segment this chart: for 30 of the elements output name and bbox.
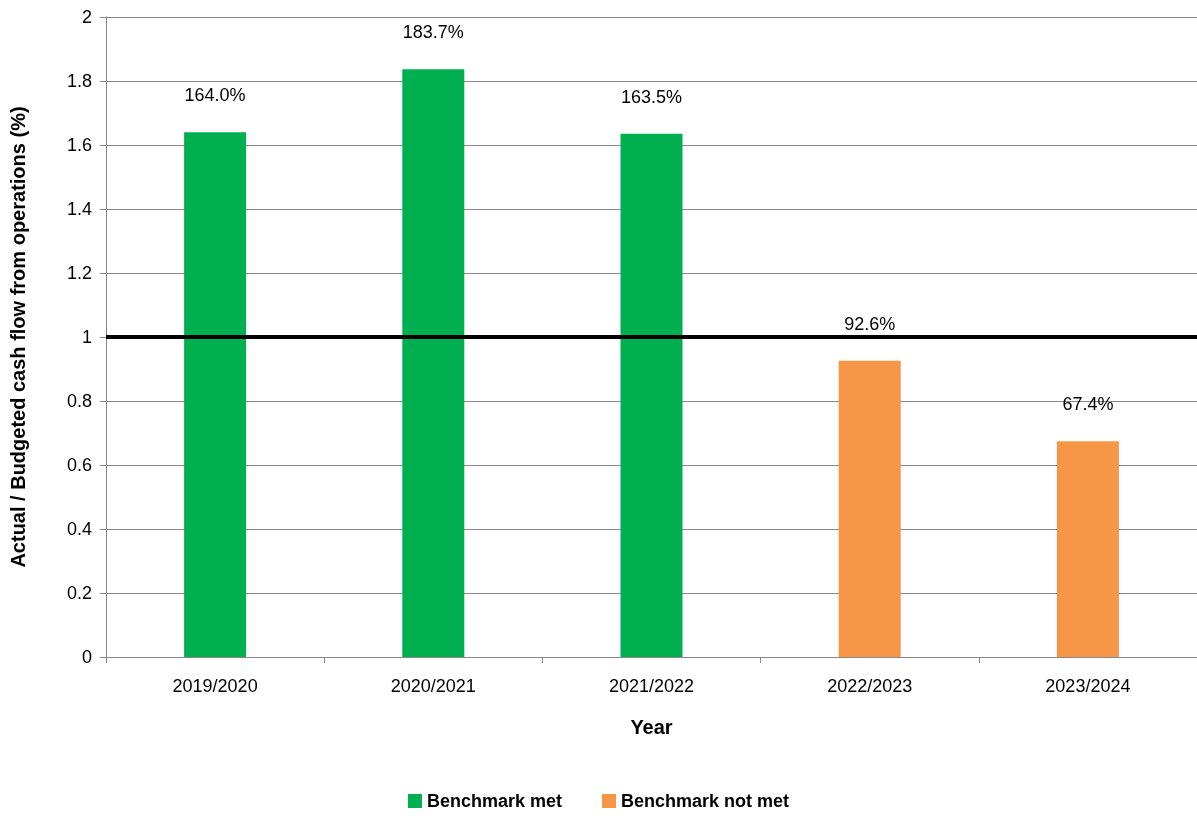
legend-label: Benchmark not met xyxy=(621,791,790,811)
x-tick-label: 2022/2023 xyxy=(827,676,913,696)
x-tick-label: 2019/2020 xyxy=(172,676,258,696)
data-label: 183.7% xyxy=(402,22,464,43)
y-tick-label: 1 xyxy=(81,327,92,347)
bar xyxy=(620,133,683,657)
y-tick-label: 0.8 xyxy=(66,391,92,411)
y-tick-label: 1.6 xyxy=(66,135,92,155)
y-tick-label: 1.4 xyxy=(66,199,92,219)
bar xyxy=(1056,441,1119,657)
y-tick-label: 1.8 xyxy=(66,71,92,91)
data-label: 92.6% xyxy=(844,313,896,334)
x-tick-label: 2021/2022 xyxy=(608,676,695,696)
y-tick-label: 0.2 xyxy=(66,583,92,603)
x-axis-title: Year xyxy=(630,716,673,738)
y-axis-title: Actual / Budgeted cash flow from operations (%) xyxy=(7,106,29,568)
x-tick-label: 2020/2021 xyxy=(390,676,476,696)
x-tick-label: 2023/2024 xyxy=(1045,676,1131,696)
y-tick-label: 2 xyxy=(81,7,92,27)
y-tick-label: 0.4 xyxy=(66,519,92,539)
y-tick-label: 0 xyxy=(81,647,92,667)
y-tick-label: 1.2 xyxy=(66,263,92,283)
bar xyxy=(402,69,465,657)
legend-label: Benchmark met xyxy=(426,791,563,811)
y-tick-label: 0.6 xyxy=(66,455,92,475)
data-label: 164.0% xyxy=(184,85,246,106)
data-label: 67.4% xyxy=(1062,394,1114,415)
bar xyxy=(184,132,247,657)
data-label: 163.5% xyxy=(620,86,683,107)
bar xyxy=(838,360,901,657)
